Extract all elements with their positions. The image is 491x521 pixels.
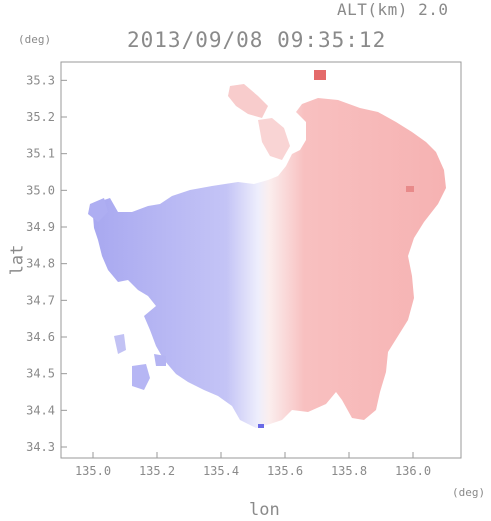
x-tick-group: 135.0 135.2 135.4 135.6 135.8 136.0 <box>75 452 431 478</box>
altitude-label: ALT(km) 2.0 <box>337 0 449 19</box>
y-tick-label: 34.3 <box>26 440 55 454</box>
y-tick-label: 34.5 <box>26 367 55 381</box>
x-tick-label: 135.0 <box>75 464 111 478</box>
echo-sw-cell <box>132 364 150 390</box>
y-tick-label: 34.6 <box>26 330 55 344</box>
y-tick-label: 34.4 <box>26 403 55 417</box>
y-tick-label: 34.8 <box>26 257 55 271</box>
y-tick-label: 35.1 <box>26 147 55 161</box>
x-tick-label: 135.4 <box>203 464 239 478</box>
x-tick-label: 135.8 <box>331 464 367 478</box>
x-tick-label: 135.6 <box>267 464 303 478</box>
y-tick-label: 35.2 <box>26 110 55 124</box>
echo-west-cell <box>88 198 108 222</box>
x-axis-unit: (deg) <box>452 486 486 499</box>
x-tick-label: 136.0 <box>395 464 431 478</box>
echo-hotspot-2 <box>406 186 414 192</box>
timestamp-title: 2013/09/08 09:35:12 <box>127 28 387 52</box>
x-axis-label: lon <box>249 500 280 520</box>
x-tick-label: 135.2 <box>139 464 175 478</box>
echo-main-mass <box>92 98 446 428</box>
y-axis-unit: (deg) <box>18 33 52 46</box>
echo-north-fringe <box>228 84 268 118</box>
echo-north-fringe-2 <box>258 118 290 160</box>
echo-sw-cell-2 <box>114 334 126 354</box>
y-tick-label: 35.0 <box>26 183 55 197</box>
echo-blue-speck <box>258 424 264 428</box>
y-tick-label: 34.9 <box>26 220 55 234</box>
plot-frame <box>60 61 462 459</box>
y-tick-label: 34.7 <box>26 293 55 307</box>
echo-hotspot <box>314 70 326 80</box>
y-tick-group: 34.3 34.4 34.5 34.6 34.7 34.8 34.9 35.0 35.1 35.2… <box>26 73 67 454</box>
y-tick-label: 35.3 <box>26 73 55 87</box>
doppler-echo-field <box>88 70 446 428</box>
echo-south-cell <box>154 354 166 366</box>
